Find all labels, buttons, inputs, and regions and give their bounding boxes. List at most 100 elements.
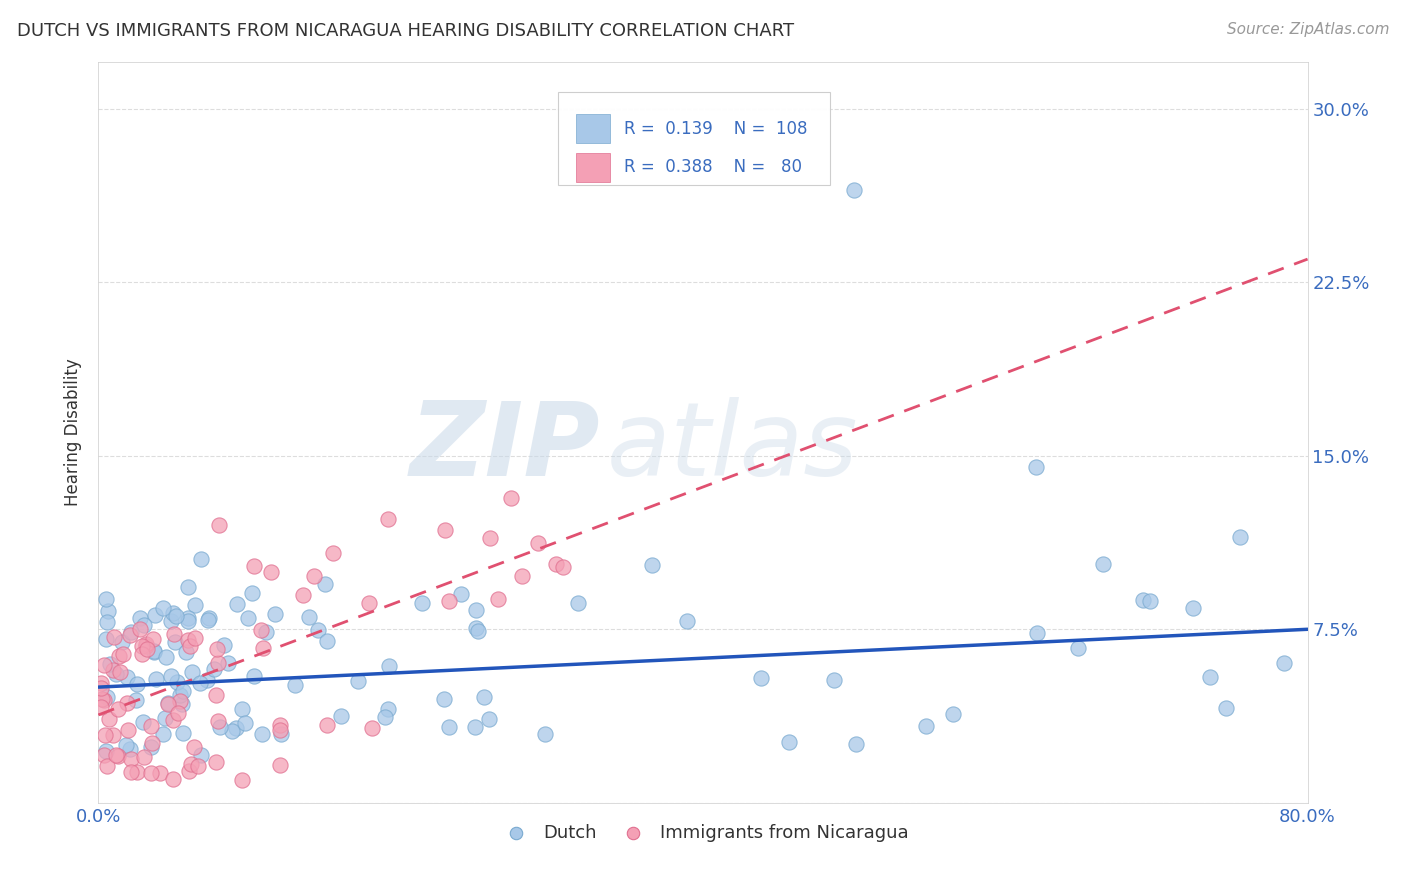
Point xyxy=(120,752,142,766)
Point xyxy=(96,690,118,704)
Point xyxy=(162,713,184,727)
Point xyxy=(98,712,121,726)
Point xyxy=(172,725,194,739)
Y-axis label: Hearing Disability: Hearing Disability xyxy=(65,359,83,507)
Point xyxy=(128,611,150,625)
Point xyxy=(465,621,488,635)
Point xyxy=(844,183,866,197)
Point xyxy=(142,645,165,659)
Point xyxy=(166,675,188,690)
Point xyxy=(264,607,287,621)
Point xyxy=(177,614,200,628)
Point xyxy=(472,690,495,704)
Point xyxy=(221,724,243,739)
Point xyxy=(1092,558,1115,572)
Point xyxy=(184,632,207,646)
Point xyxy=(1215,701,1237,715)
Point xyxy=(437,593,460,607)
Point xyxy=(143,608,166,623)
Point xyxy=(357,596,380,610)
Point xyxy=(778,734,800,748)
Point xyxy=(361,721,384,735)
Text: atlas: atlas xyxy=(606,398,858,498)
Point xyxy=(90,691,112,706)
Point xyxy=(378,659,401,673)
Point xyxy=(270,727,292,741)
Point xyxy=(177,580,200,594)
Point xyxy=(143,644,166,658)
Point xyxy=(217,656,239,670)
Point xyxy=(190,748,212,763)
Point xyxy=(749,671,772,685)
Point xyxy=(145,672,167,686)
Point xyxy=(1181,601,1204,615)
Point xyxy=(139,719,162,733)
Legend: Dutch, Immigrants from Nicaragua: Dutch, Immigrants from Nicaragua xyxy=(491,817,915,849)
Point xyxy=(190,552,212,566)
Point xyxy=(188,675,211,690)
Point xyxy=(845,737,868,751)
Point xyxy=(142,632,165,646)
Point xyxy=(117,670,139,684)
Point xyxy=(120,765,142,780)
Point xyxy=(94,591,117,606)
Point xyxy=(527,535,550,549)
Point xyxy=(177,611,200,625)
Point xyxy=(94,632,117,647)
Point xyxy=(231,772,253,787)
Point xyxy=(269,758,291,772)
Point xyxy=(107,702,129,716)
Point xyxy=(163,627,186,641)
Text: Source: ZipAtlas.com: Source: ZipAtlas.com xyxy=(1226,22,1389,37)
Point xyxy=(132,715,155,730)
Point xyxy=(90,681,112,695)
Point xyxy=(1272,656,1295,670)
Point xyxy=(1066,641,1088,656)
Point xyxy=(434,524,457,538)
Point xyxy=(202,663,225,677)
Point xyxy=(120,742,142,756)
Text: ZIP: ZIP xyxy=(409,397,600,498)
Point xyxy=(347,674,370,689)
Point xyxy=(125,764,148,779)
Point xyxy=(479,532,502,546)
Point xyxy=(377,701,399,715)
Point xyxy=(205,755,228,769)
Point xyxy=(467,624,489,638)
Point xyxy=(120,624,142,639)
Point xyxy=(139,739,162,754)
Point xyxy=(148,766,170,780)
Point xyxy=(135,641,157,656)
Point xyxy=(1229,530,1251,544)
Point xyxy=(207,714,229,728)
Point xyxy=(269,723,291,738)
Point xyxy=(243,669,266,683)
Point xyxy=(103,728,125,742)
Point xyxy=(183,740,205,755)
Point xyxy=(162,606,184,620)
Point xyxy=(169,688,191,702)
Point xyxy=(533,727,555,741)
Point xyxy=(1025,625,1047,640)
Point xyxy=(111,635,134,649)
Point xyxy=(544,558,567,572)
Point xyxy=(103,630,125,644)
Point xyxy=(501,491,523,505)
Point xyxy=(134,750,156,764)
Point xyxy=(108,665,131,679)
Point xyxy=(96,615,118,629)
Point xyxy=(315,634,337,648)
Point xyxy=(90,675,112,690)
Point xyxy=(131,639,153,653)
Point xyxy=(141,736,163,750)
Point xyxy=(118,628,141,642)
Point xyxy=(174,645,197,659)
Point xyxy=(162,772,184,786)
Point xyxy=(96,758,118,772)
Point xyxy=(94,728,117,742)
Point xyxy=(152,727,174,741)
Point xyxy=(139,765,162,780)
Point xyxy=(169,694,191,708)
Point xyxy=(180,756,202,771)
Point xyxy=(284,677,307,691)
